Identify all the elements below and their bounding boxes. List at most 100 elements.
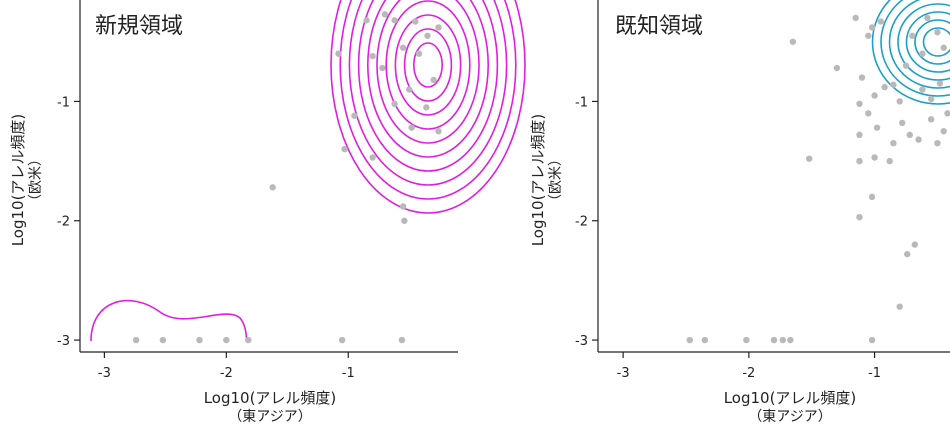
data-point [873,124,881,131]
data-point [399,203,407,210]
data-point [919,86,926,93]
data-point [196,336,203,344]
point-group [686,14,950,344]
data-point [787,336,794,344]
data-point [399,44,407,51]
y-tick-label: -2 [575,215,588,230]
data-point [871,154,878,161]
density-contour [339,0,517,200]
density-contour [905,11,950,73]
data-point [379,64,386,72]
data-point [877,18,885,25]
data-point [789,38,797,45]
x-axis-label: Log10(アレル頻度) [724,389,857,407]
data-point [934,139,941,147]
data-point [779,336,786,344]
data-point [890,139,897,147]
y-axis-label: Log10(アレル頻度) [529,114,547,247]
data-point [886,157,893,165]
data-point [245,336,252,344]
density-contour [90,299,248,342]
x-tick-label: -3 [617,366,630,381]
data-point [424,32,431,39]
x-tick-label: -1 [342,366,355,381]
density-contour [357,0,499,172]
data-point [335,50,342,57]
data-point [868,336,876,344]
y-tick-label: -2 [57,215,70,230]
data-point [743,336,750,344]
density-contour [922,27,950,57]
data-point [159,336,167,344]
data-point [391,17,398,24]
y-tick-label: -1 [575,95,588,110]
density-contours [90,0,526,342]
y-tick-label: -3 [57,334,70,349]
data-point [856,100,863,108]
data-point [919,50,926,57]
x-tick-label: -2 [220,366,233,381]
panel-novel-regions: 新規領域 -3 -2 -1 -1 -2 -3 Log10(アレル頻度) （東アジア） Lo… [9,0,526,425]
data-point [906,131,913,139]
data-point [369,154,376,161]
data-point [940,128,947,135]
x-tick-label: -1 [868,366,881,381]
data-point [833,64,841,72]
data-point [915,136,922,143]
data-point [868,193,876,201]
data-point [412,18,419,25]
density-contour [914,19,950,65]
tick-group: -3 -2 -1 -1 -2 -3 [57,95,355,381]
data-point [408,124,415,131]
panel-known-regions: 既知領域 -3 -2 -1 -1 -2 -3 Log10(アレル頻度) （東アジア） Lo… [529,0,950,425]
data-point [423,104,430,111]
y-axis-label: Log10(アレル頻度) [9,114,27,247]
data-point [896,303,903,310]
data-point [858,74,866,81]
density-contour [880,0,950,97]
data-point [852,14,859,22]
data-point [940,44,947,51]
density-contour [367,0,489,158]
data-point [701,336,709,344]
data-point [868,24,876,31]
data-point [341,145,348,153]
data-point [902,62,910,69]
data-point [435,24,442,31]
data-point [865,32,872,39]
data-point [856,131,863,139]
data-point [132,336,140,344]
data-point [369,52,376,60]
data-point [927,95,935,103]
density-contour [330,0,526,214]
x-axis-sublabel: （東アジア） [228,409,311,425]
tick-group: -3 -2 -1 -1 -2 -3 [575,95,881,381]
data-point [936,80,944,87]
data-point [415,50,423,57]
data-point [435,128,442,135]
data-point [927,116,935,123]
y-tick-label: -3 [575,334,588,349]
data-point [911,241,918,248]
y-tick-label: -1 [57,95,70,110]
data-point [391,100,398,108]
density-contour [888,0,950,89]
data-point [223,336,230,344]
density-contours [871,0,950,105]
x-tick-label: -2 [742,366,755,381]
point-group [132,11,442,344]
density-contour [376,0,480,144]
x-axis-label: Log10(アレル頻度) [204,389,337,407]
data-point [865,110,872,117]
data-point [856,213,863,221]
data-point [924,14,931,22]
data-point [686,336,693,344]
density-contour [348,0,508,186]
density-contour [871,0,950,105]
density-contour [403,28,453,102]
density-contour [385,0,471,130]
density-contour [394,14,462,116]
data-point [896,98,903,105]
data-point [934,29,941,36]
